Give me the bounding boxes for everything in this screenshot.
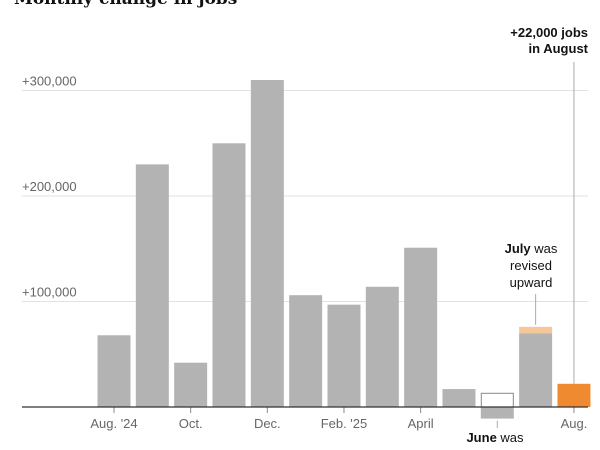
july-annotation-line1: July was — [505, 241, 558, 256]
y-axis-tick-labels: +100,000 +200,000 +300,000 — [22, 74, 77, 300]
bar-march — [365, 286, 399, 407]
bar-jan-25 — [289, 295, 323, 407]
x-axis-ticks: Aug. '24 Oct. Dec. Feb. '25 April Aug. — [90, 407, 587, 431]
y-tick-label-100000: +100,000 — [22, 285, 77, 300]
june-annotation-rest: was — [499, 430, 524, 445]
bar-nov — [212, 143, 246, 407]
june-annotation-line1: June was — [466, 430, 524, 445]
y-tick-label-200000: +200,000 — [22, 179, 77, 194]
june-annotation-bold: June — [466, 430, 496, 445]
y-tick-label-300000: +300,000 — [22, 74, 77, 89]
x-tick-label-aug-24: Aug. '24 — [90, 416, 137, 431]
x-tick-label-april: April — [408, 416, 434, 431]
july-annotation-bold: July — [505, 241, 532, 256]
july-annotation-rest: was — [533, 241, 558, 256]
chart-title: Monthly change in jobs — [14, 0, 237, 9]
x-tick-label-oct: Oct. — [179, 416, 203, 431]
bar-july — [519, 333, 553, 407]
bar-aug-24 — [97, 335, 131, 407]
bar-feb-25 — [327, 304, 361, 407]
x-tick-label-dec: Dec. — [254, 416, 281, 431]
bar-july-revision — [519, 326, 553, 334]
july-annotation-line3: upward — [510, 275, 553, 290]
bar-june — [480, 407, 514, 419]
bar-oct — [174, 362, 208, 407]
bar-june-initial-estimate — [480, 392, 514, 408]
latest-annotation-line2: in August — [529, 41, 589, 56]
x-tick-label-aug: Aug. — [561, 416, 588, 431]
bar-april — [404, 247, 438, 407]
bars — [97, 80, 591, 419]
bar-aug — [557, 383, 591, 407]
latest-annotation-line1: +22,000 jobs — [510, 25, 588, 40]
bar-sept — [135, 164, 169, 407]
july-annotation-line2: revised — [510, 258, 552, 273]
bar-may — [442, 389, 476, 407]
x-tick-label-feb-25: Feb. '25 — [321, 416, 368, 431]
gridlines — [22, 90, 588, 303]
bar-dec — [250, 80, 284, 407]
